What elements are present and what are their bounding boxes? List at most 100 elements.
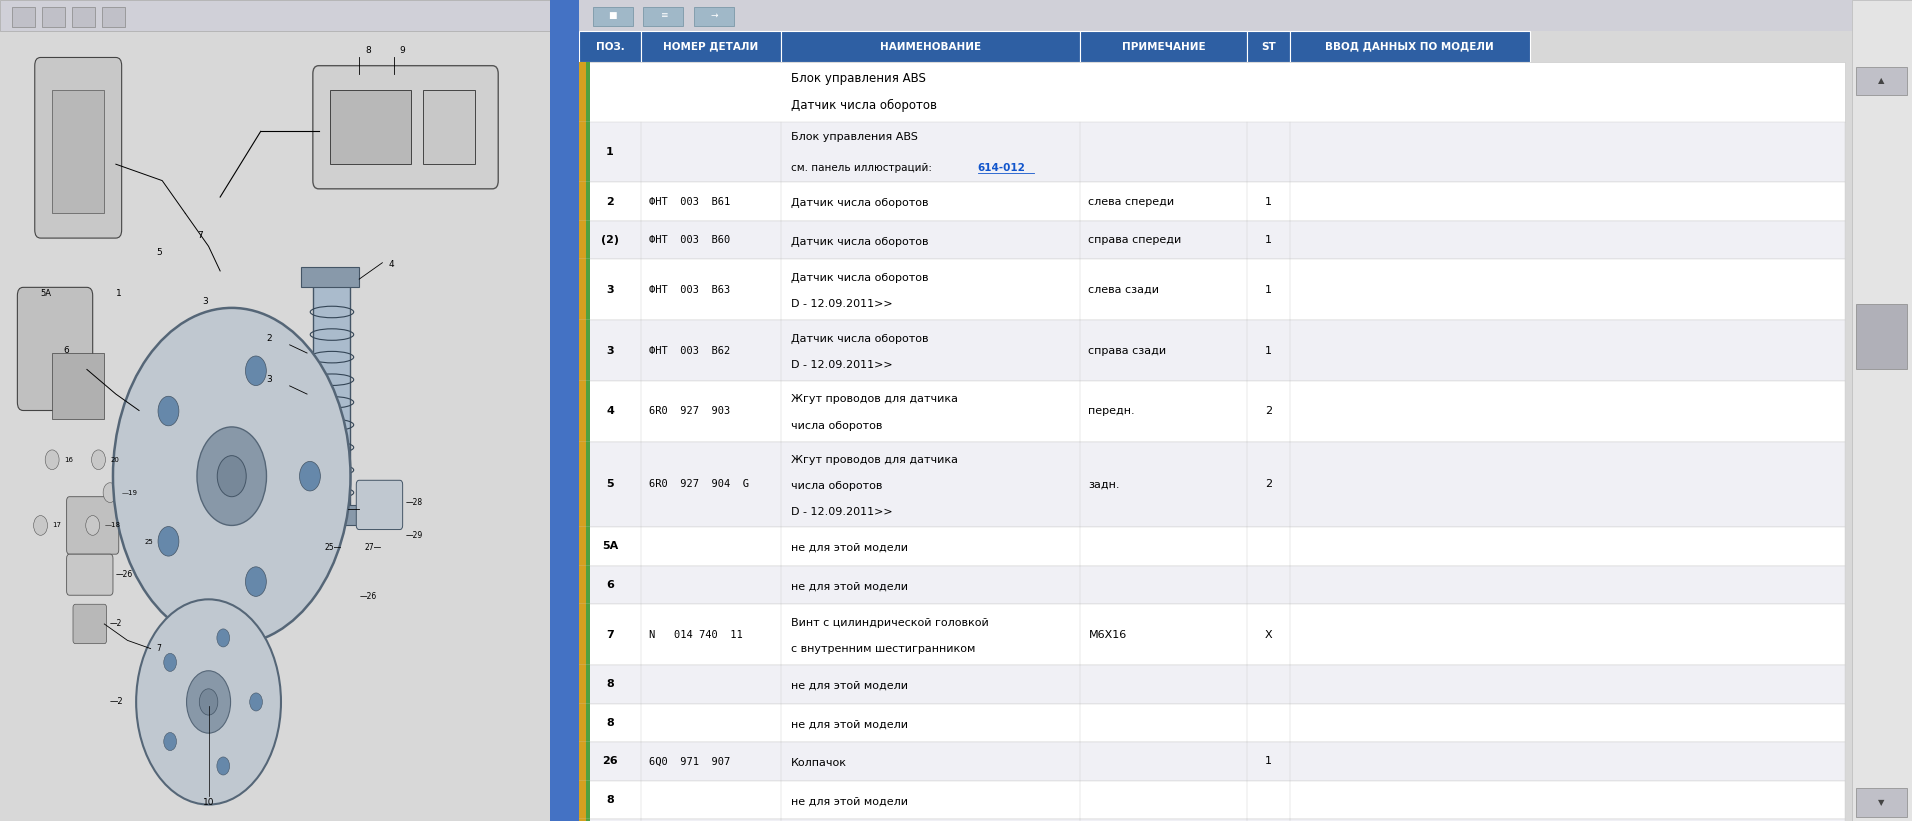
- Bar: [585, 781, 591, 819]
- Text: справа сзади: справа сзади: [1088, 346, 1166, 355]
- Bar: [579, 381, 585, 442]
- Text: 7: 7: [606, 630, 614, 640]
- Bar: [1857, 788, 1906, 817]
- Text: 1: 1: [1266, 756, 1271, 767]
- Text: передн.: передн.: [1088, 406, 1136, 416]
- Text: 8: 8: [365, 46, 371, 55]
- Bar: [585, 527, 591, 566]
- Text: не для этой модели: не для этой модели: [792, 581, 908, 591]
- Bar: [52, 90, 105, 213]
- Bar: [73, 7, 96, 27]
- Bar: [331, 90, 411, 164]
- Bar: [579, 819, 1845, 821]
- Text: см. панель иллюстраций:: см. панель иллюстраций:: [792, 163, 933, 172]
- Text: →: →: [709, 11, 717, 20]
- Text: ■: ■: [608, 11, 618, 20]
- Text: 3: 3: [606, 346, 614, 355]
- FancyBboxPatch shape: [314, 66, 499, 189]
- Circle shape: [126, 532, 140, 552]
- Text: 6: 6: [63, 346, 69, 355]
- Text: —29: —29: [405, 530, 423, 539]
- FancyBboxPatch shape: [356, 480, 403, 530]
- Text: D - 12.09.2011>>: D - 12.09.2011>>: [792, 507, 893, 516]
- Bar: [585, 320, 591, 381]
- Bar: [579, 320, 1845, 381]
- Text: ФНТ  003  В60: ФНТ 003 В60: [648, 235, 730, 245]
- Text: 5A: 5A: [40, 288, 52, 297]
- Text: D - 12.09.2011>>: D - 12.09.2011>>: [792, 360, 893, 370]
- Text: —19: —19: [122, 489, 138, 496]
- Bar: [585, 221, 591, 259]
- Text: —2: —2: [111, 698, 124, 706]
- Circle shape: [136, 599, 281, 805]
- Text: 3: 3: [203, 296, 208, 305]
- Bar: [579, 31, 641, 62]
- Text: 7: 7: [197, 231, 203, 240]
- Text: 1: 1: [1266, 285, 1271, 295]
- Bar: [579, 259, 585, 320]
- Text: 7: 7: [157, 644, 161, 653]
- Bar: [579, 819, 585, 821]
- Text: Датчик числа оборотов: Датчик числа оборотов: [792, 333, 929, 344]
- Bar: [579, 604, 585, 665]
- Bar: [579, 122, 1845, 182]
- Text: задн.: задн.: [1088, 479, 1120, 489]
- Bar: [579, 259, 1845, 320]
- Circle shape: [86, 516, 99, 535]
- Circle shape: [216, 629, 229, 647]
- Bar: [1857, 67, 1906, 95]
- FancyBboxPatch shape: [73, 604, 107, 644]
- Text: Датчик числа оборотов: Датчик числа оборотов: [792, 198, 929, 208]
- Text: Датчик числа оборотов: Датчик числа оборотов: [792, 236, 929, 246]
- FancyBboxPatch shape: [67, 497, 119, 554]
- Text: 5: 5: [157, 247, 163, 256]
- Text: ПОЗ.: ПОЗ.: [597, 42, 625, 52]
- Bar: [780, 31, 1080, 62]
- Bar: [579, 781, 1845, 819]
- Bar: [579, 381, 1845, 442]
- Text: ФНТ  003  В62: ФНТ 003 В62: [648, 346, 730, 355]
- Text: 25—: 25—: [325, 543, 342, 552]
- Bar: [579, 742, 1845, 781]
- Circle shape: [300, 461, 321, 491]
- Text: X: X: [1264, 630, 1271, 640]
- Circle shape: [103, 483, 117, 502]
- Circle shape: [113, 308, 350, 644]
- Text: слева сзади: слева сзади: [1088, 285, 1159, 295]
- Bar: [579, 527, 585, 566]
- Text: с внутренним шестигранником: с внутренним шестигранником: [792, 644, 975, 654]
- Text: 26: 26: [602, 756, 618, 767]
- Text: ≡: ≡: [660, 11, 667, 20]
- Bar: [579, 442, 585, 527]
- Text: D - 12.09.2011>>: D - 12.09.2011>>: [792, 300, 893, 310]
- Text: 3: 3: [266, 374, 272, 383]
- Text: —2: —2: [111, 620, 122, 628]
- Bar: [585, 122, 591, 182]
- Text: слева спереди: слева спереди: [1088, 196, 1174, 207]
- Text: 5: 5: [606, 479, 614, 489]
- Text: 10: 10: [203, 797, 214, 806]
- Text: 1: 1: [606, 147, 614, 157]
- Circle shape: [164, 654, 176, 672]
- Bar: [585, 381, 591, 442]
- Bar: [579, 704, 1845, 742]
- Bar: [585, 819, 591, 821]
- Text: ФНТ  003  В63: ФНТ 003 В63: [648, 285, 730, 295]
- Text: ▲: ▲: [1878, 76, 1885, 85]
- Text: 8: 8: [606, 679, 614, 690]
- Circle shape: [199, 689, 218, 715]
- Bar: [1857, 304, 1906, 369]
- Circle shape: [164, 732, 176, 750]
- Text: числа оборотов: числа оборотов: [792, 421, 883, 431]
- Bar: [579, 221, 585, 259]
- Circle shape: [159, 526, 180, 556]
- Bar: [642, 7, 683, 26]
- Text: (2): (2): [600, 235, 619, 245]
- Text: ФНТ  003  В61: ФНТ 003 В61: [648, 196, 730, 207]
- Text: ST: ST: [1260, 42, 1275, 52]
- Circle shape: [245, 356, 266, 386]
- Text: 5А: 5А: [602, 541, 618, 552]
- Text: 8: 8: [606, 795, 614, 805]
- Bar: [579, 665, 585, 704]
- Text: 20: 20: [111, 456, 119, 463]
